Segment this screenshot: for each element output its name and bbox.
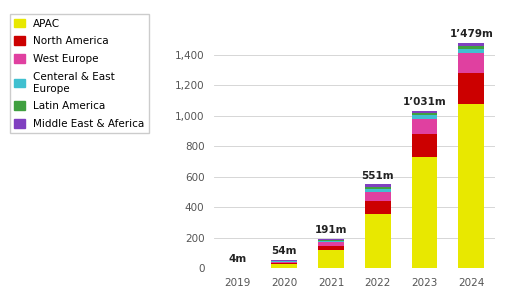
Bar — [458, 43, 483, 46]
Bar — [458, 73, 483, 104]
Bar — [364, 189, 390, 192]
Bar — [271, 264, 297, 268]
Bar — [458, 46, 483, 49]
Bar — [411, 134, 437, 157]
Bar — [318, 242, 343, 246]
Bar — [271, 263, 297, 264]
Bar — [271, 260, 297, 261]
Bar — [411, 113, 437, 115]
Bar — [458, 49, 483, 53]
Bar — [411, 119, 437, 134]
Bar — [364, 201, 390, 214]
Bar — [271, 261, 297, 262]
Legend: APAC, North America, West Europe, Centeral & East
Europe, Latin America, Middle : APAC, North America, West Europe, Center… — [10, 14, 148, 133]
Bar — [318, 241, 343, 242]
Bar — [364, 184, 390, 187]
Bar — [411, 157, 437, 268]
Text: 4m: 4m — [228, 254, 246, 264]
Bar — [458, 104, 483, 268]
Bar — [411, 111, 437, 113]
Bar — [271, 262, 297, 263]
Bar — [318, 250, 343, 268]
Text: 1’031m: 1’031m — [402, 97, 445, 107]
Text: 551m: 551m — [361, 170, 393, 181]
Text: 191m: 191m — [314, 225, 347, 235]
Bar — [318, 239, 343, 240]
Text: 1’479m: 1’479m — [448, 29, 492, 39]
Bar — [318, 240, 343, 241]
Bar — [364, 214, 390, 268]
Bar — [364, 187, 390, 189]
Bar — [364, 192, 390, 201]
Bar — [458, 53, 483, 73]
Bar — [318, 246, 343, 250]
Bar — [411, 115, 437, 119]
Text: 54m: 54m — [271, 246, 296, 256]
